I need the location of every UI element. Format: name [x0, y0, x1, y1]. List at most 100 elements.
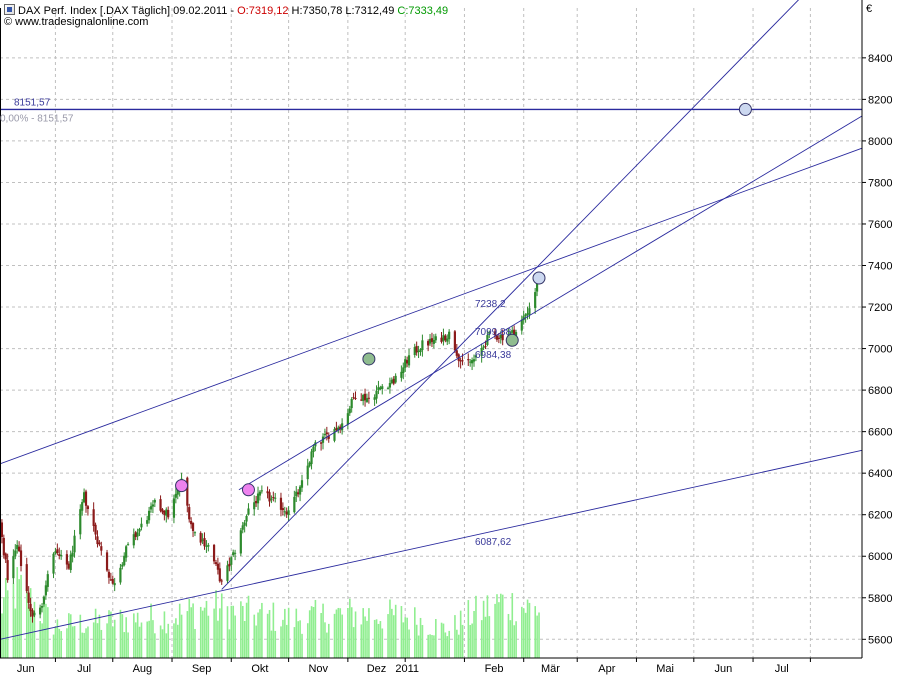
candle — [201, 533, 204, 545]
volume-bar — [392, 615, 395, 658]
x-tick-label: Jun — [715, 663, 733, 675]
volume-bar — [324, 622, 326, 658]
candle-body — [33, 612, 36, 616]
candle-body — [121, 564, 124, 567]
volume-bar — [308, 610, 311, 658]
candle-body — [44, 585, 47, 596]
candle — [272, 491, 275, 502]
volume-bar — [140, 622, 143, 658]
candle-body — [281, 508, 284, 511]
copyright-text: © www.tradesignalonline.com — [4, 16, 149, 28]
candle — [146, 515, 149, 527]
volume-bar — [389, 599, 391, 658]
candle — [295, 486, 298, 503]
candle-body — [386, 387, 390, 389]
volume-bar — [215, 590, 217, 658]
candle-body — [46, 574, 49, 587]
candle-body — [379, 387, 382, 390]
candle-body — [400, 371, 403, 378]
candle-body — [513, 329, 516, 338]
volume-bar — [408, 629, 410, 658]
x-tick-label: Sep — [192, 663, 212, 675]
candle-body — [243, 522, 246, 526]
candle — [379, 385, 382, 391]
candle — [394, 373, 397, 384]
volume-bar — [501, 594, 504, 658]
candle — [226, 560, 229, 584]
candle-body — [467, 359, 470, 361]
candle — [390, 377, 393, 385]
candle — [96, 530, 99, 548]
candle-body — [201, 539, 204, 541]
candle — [119, 563, 122, 585]
candle — [432, 334, 435, 349]
y-tick-label: 8200 — [868, 94, 892, 106]
volume-bar — [433, 635, 435, 658]
candle — [203, 532, 206, 550]
candle-body — [534, 292, 537, 308]
volume-bar — [56, 619, 59, 658]
volume-bar — [94, 608, 97, 658]
volume-bar — [257, 612, 259, 658]
candle-body — [0, 522, 4, 537]
candle-body — [268, 492, 271, 502]
candle-body — [98, 542, 101, 545]
line-label-middle-channel: 6984,38 — [475, 350, 512, 361]
volume-bar — [421, 625, 424, 658]
candle-body — [266, 491, 269, 494]
candle — [472, 354, 476, 367]
candle-body — [226, 565, 229, 581]
candle-body — [136, 532, 139, 537]
candle — [123, 552, 126, 567]
candle — [363, 388, 367, 407]
candle — [274, 492, 277, 503]
candle — [350, 397, 353, 413]
volume-bar — [247, 595, 250, 658]
y-tick-label: 6400 — [868, 468, 892, 480]
volume-bar — [368, 608, 370, 658]
volume-bar — [312, 606, 315, 658]
x-tick-label: Feb — [485, 663, 504, 675]
volume-bar — [322, 603, 324, 658]
volume-bar — [282, 619, 284, 658]
candle-body — [71, 552, 74, 557]
candle — [56, 543, 59, 556]
candle-body — [488, 332, 491, 334]
candle — [283, 506, 286, 517]
candle — [279, 492, 283, 517]
volume-bar — [228, 629, 231, 658]
volume-bar — [471, 623, 473, 658]
candle — [323, 428, 327, 440]
candle-body — [167, 510, 170, 518]
candle-body — [58, 554, 61, 556]
candle-body — [453, 331, 456, 351]
volume-bar — [66, 628, 68, 658]
candle-body — [92, 509, 95, 526]
y-tick-label: 7000 — [868, 344, 892, 356]
volume-bar — [146, 621, 149, 658]
chart-header: DAX Perf. Index [.DAX Täglich] 09.02.201… — [4, 3, 448, 17]
candle-body — [111, 578, 114, 584]
candle — [367, 391, 370, 404]
candle — [2, 534, 5, 559]
volume-bar — [163, 611, 166, 658]
candle — [67, 561, 70, 570]
candle-body — [126, 544, 130, 546]
volume-bar — [352, 627, 355, 658]
volume-bar — [306, 623, 309, 658]
candle-body — [360, 399, 363, 401]
candle — [459, 357, 462, 369]
marker-green — [362, 352, 376, 366]
candle — [140, 517, 143, 531]
candle — [100, 541, 103, 556]
candle — [149, 502, 153, 513]
candle — [253, 495, 256, 516]
volume-bar — [444, 632, 447, 658]
volume-bar — [123, 632, 126, 658]
candle-body — [132, 534, 135, 546]
volume-bar — [391, 608, 393, 658]
volume-bar — [180, 614, 183, 658]
candle — [40, 603, 44, 613]
candle-body — [327, 436, 330, 439]
candle-body — [497, 337, 500, 340]
